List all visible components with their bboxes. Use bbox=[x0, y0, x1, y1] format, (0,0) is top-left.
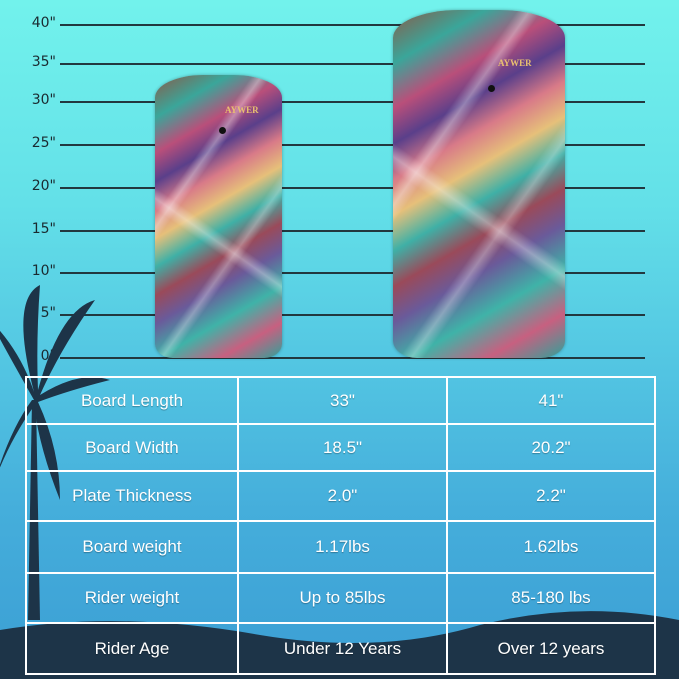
spec-label: Plate Thickness bbox=[25, 470, 239, 522]
spec-label: Board Length bbox=[25, 376, 239, 425]
spec-value: Up to 85lbs bbox=[237, 572, 448, 624]
large-bodyboard: AYWER bbox=[393, 10, 565, 358]
table-row: Board Width 18.5" 20.2" bbox=[25, 423, 656, 472]
ruler-tick-label: 30" bbox=[31, 92, 56, 108]
ruler-line bbox=[60, 63, 645, 65]
ruler-line bbox=[60, 24, 645, 26]
table-row: Rider weight Up to 85lbs 85-180 lbs bbox=[25, 572, 656, 624]
table-row: Rider Age Under 12 Years Over 12 years bbox=[25, 622, 656, 675]
ruler-line bbox=[60, 230, 645, 232]
leash-plug bbox=[488, 85, 495, 92]
ruler-line bbox=[60, 314, 645, 316]
ruler-tick-label: 35" bbox=[31, 54, 56, 70]
brand-logo: AYWER bbox=[225, 105, 259, 115]
brand-logo: AYWER bbox=[498, 58, 532, 68]
small-bodyboard: AYWER bbox=[155, 75, 282, 358]
ruler-line bbox=[60, 272, 645, 274]
table-row: Board Length 33" 41" bbox=[25, 376, 656, 425]
ruler-line bbox=[60, 101, 645, 103]
ruler-tick-label: 25" bbox=[31, 135, 56, 151]
spec-value: 41" bbox=[446, 376, 656, 425]
table-row: Plate Thickness 2.0" 2.2" bbox=[25, 470, 656, 522]
spec-value: Over 12 years bbox=[446, 622, 656, 675]
spec-label: Board weight bbox=[25, 520, 239, 574]
ruler-line bbox=[60, 187, 645, 189]
spec-value: 2.2" bbox=[446, 470, 656, 522]
leash-plug bbox=[219, 127, 226, 134]
spec-value: 1.17lbs bbox=[237, 520, 448, 574]
spec-value: 18.5" bbox=[237, 423, 448, 472]
spec-value: 33" bbox=[237, 376, 448, 425]
ruler-tick-label: 15" bbox=[31, 221, 56, 237]
spec-label: Rider weight bbox=[25, 572, 239, 624]
spec-value: 1.62lbs bbox=[446, 520, 656, 574]
spec-value: 20.2" bbox=[446, 423, 656, 472]
ruler-line bbox=[60, 144, 645, 146]
ruler-tick-label: 5" bbox=[40, 305, 56, 321]
specs-table: Board Length 33" 41" Board Width 18.5" 20.2" P… bbox=[25, 376, 656, 675]
ruler-tick-label: 10" bbox=[31, 263, 56, 279]
spec-value: Under 12 Years bbox=[237, 622, 448, 675]
ruler-tick-label: 20" bbox=[31, 178, 56, 194]
ruler-tick-label: 40" bbox=[31, 15, 56, 31]
ruler-line bbox=[60, 357, 645, 359]
spec-value: 2.0" bbox=[237, 470, 448, 522]
spec-label: Rider Age bbox=[25, 622, 239, 675]
table-row: Board weight 1.17lbs 1.62lbs bbox=[25, 520, 656, 574]
spec-label: Board Width bbox=[25, 423, 239, 472]
spec-value: 85-180 lbs bbox=[446, 572, 656, 624]
